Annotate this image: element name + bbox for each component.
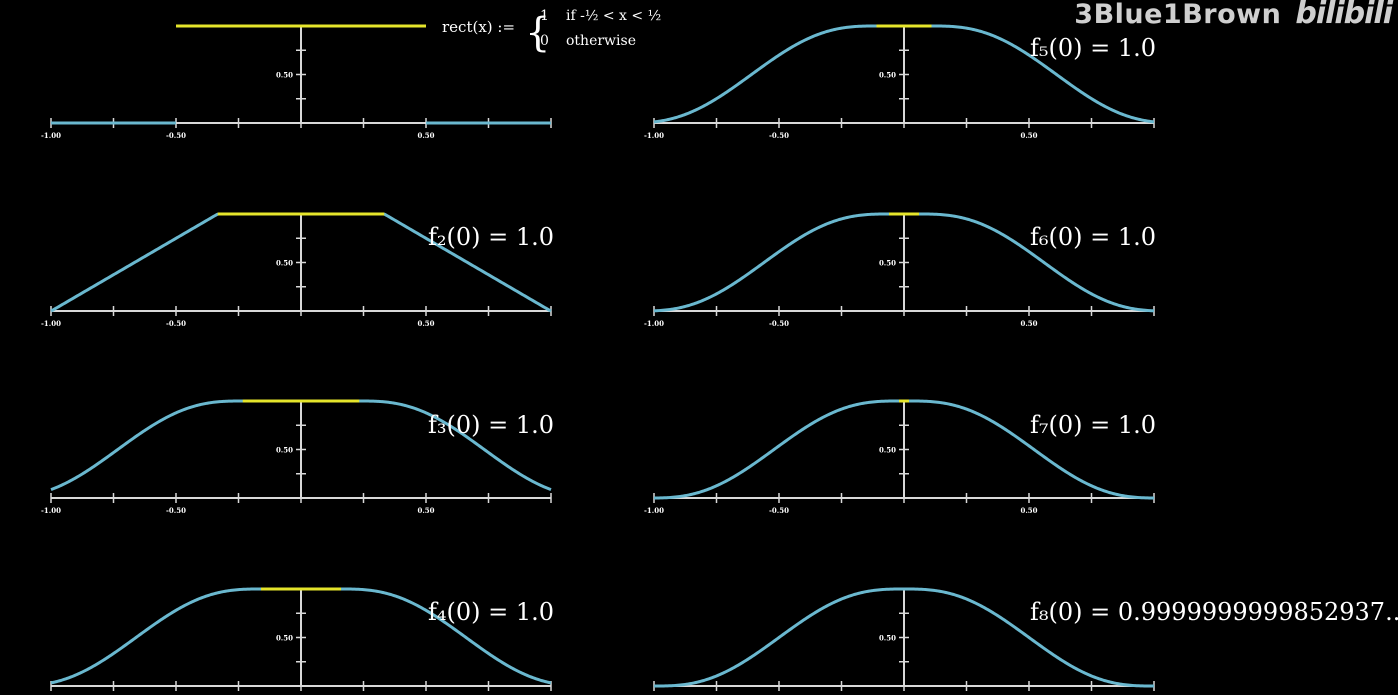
x-tick-label: -1.00 [41, 506, 61, 515]
x-tick-label: -0.50 [769, 506, 789, 515]
x-tick-label: -1.00 [644, 506, 664, 515]
definition-case1-value: 1 [540, 8, 549, 24]
x-tick-label: -1.00 [41, 319, 61, 328]
plot-rect: -1.00 -0.50 0.50 0.50 [41, 24, 552, 140]
x-tick-label: -0.50 [769, 131, 789, 140]
x-tick-label: -0.50 [166, 506, 186, 515]
definition-case2-value: 0 [540, 33, 549, 49]
y-tick-label: 0.50 [879, 634, 896, 643]
channel-watermark: 3Blue1Brown [1074, 0, 1282, 30]
y-tick-label: 0.50 [879, 71, 896, 80]
series-line [653, 587, 1155, 688]
x-tick-label: -0.50 [166, 131, 186, 140]
y-tick-label: 0.50 [276, 446, 293, 455]
plot-f3: -1.00 -0.50 0.50 0.50 [41, 399, 552, 515]
y-tick-label: 0.50 [879, 259, 896, 268]
definition-brace: { [525, 10, 550, 56]
y-tick-label: 0.50 [276, 634, 293, 643]
plot-f7: -1.00 -0.50 0.50 0.50 [644, 399, 1155, 515]
site-watermark: bilibili [1295, 0, 1393, 31]
label-f7: f₇(0) = 1.0 [1030, 411, 1156, 439]
x-tick-label: 0.50 [417, 506, 434, 515]
label-f8: f₈(0) = 0.9999999999852937... [1030, 598, 1398, 626]
plot-f2: -1.00 -0.50 0.50 0.50 [41, 212, 552, 328]
plot-f8: -1.00-0.500.500.50 [644, 587, 1155, 695]
label-f4: f₄(0) = 1.0 [428, 598, 554, 626]
x-tick-label: -1.00 [644, 131, 664, 140]
x-tick-label: 0.50 [417, 319, 434, 328]
y-tick-label: 0.50 [276, 259, 293, 268]
plot-f6: -1.00 -0.50 0.50 0.50 [644, 212, 1155, 328]
plot-f5: -1.00 -0.50 0.50 0.50 [644, 24, 1155, 140]
y-tick-label: 0.50 [276, 71, 293, 80]
x-tick-label: -0.50 [166, 319, 186, 328]
plot-f4: -1.00-0.500.500.50 [41, 587, 552, 695]
y-tick-label: 0.50 [879, 446, 896, 455]
x-tick-label: 0.50 [1020, 506, 1037, 515]
rect-definition: rect(x) := { 1 if -½ < x < ½ 0 otherwise [442, 8, 661, 56]
label-f2: f₂(0) = 1.0 [428, 223, 554, 251]
watermark: 3Blue1Brown bilibili [1074, 0, 1393, 31]
label-f6: f₆(0) = 1.0 [1030, 223, 1156, 251]
definition-case1-condition: if -½ < x < ½ [566, 8, 661, 24]
x-tick-label: 0.50 [1020, 319, 1037, 328]
definition-case2-condition: otherwise [566, 33, 636, 49]
x-tick-label: 0.50 [1020, 131, 1037, 140]
definition-lhs: rect(x) := [442, 18, 515, 36]
x-tick-label: -0.50 [769, 319, 789, 328]
label-f3: f₃(0) = 1.0 [428, 411, 554, 439]
label-f5: f₅(0) = 1.0 [1030, 34, 1156, 62]
x-tick-label: -1.00 [41, 131, 61, 140]
x-tick-label: 0.50 [417, 131, 434, 140]
x-tick-label: -1.00 [644, 319, 664, 328]
